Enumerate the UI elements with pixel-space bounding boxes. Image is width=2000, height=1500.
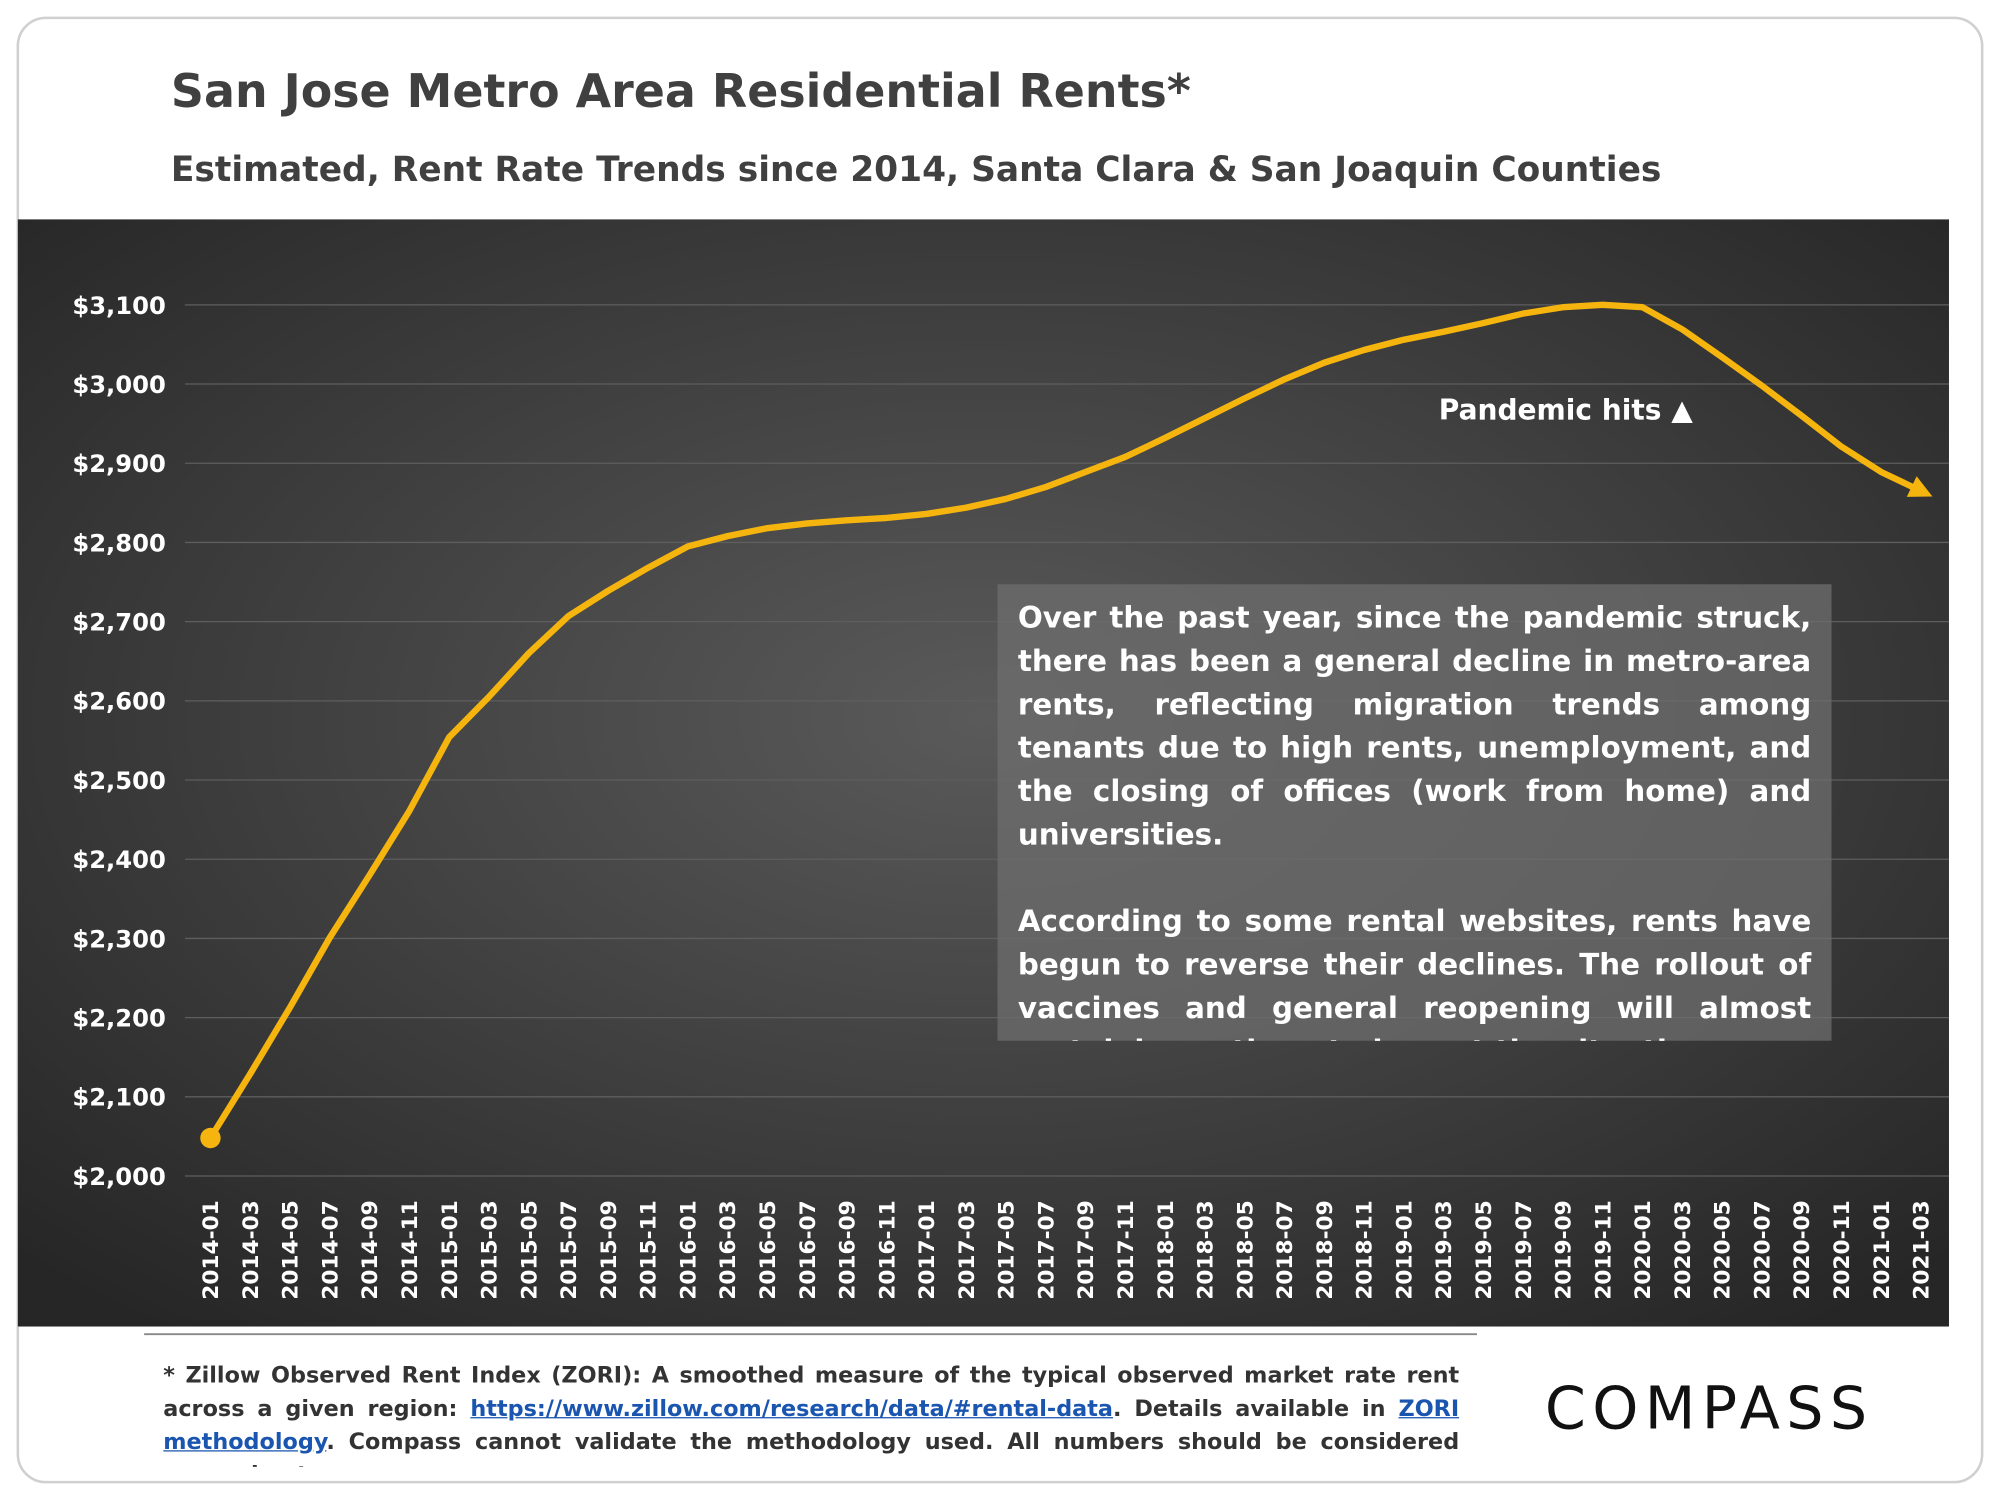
footnote-link[interactable]: ZORI methodology bbox=[163, 1396, 1460, 1456]
x-tick-label: 2020-01 bbox=[1631, 1200, 1656, 1299]
footnote: * Zillow Observed Rent Index (ZORI): A s… bbox=[163, 1360, 1459, 1467]
x-tick-label: 2016-11 bbox=[875, 1200, 900, 1299]
x-tick-label: 2015-09 bbox=[597, 1200, 622, 1299]
x-tick-label: 2019-03 bbox=[1432, 1200, 1457, 1299]
note-box: Over the past year, since the pandemic s… bbox=[997, 584, 1832, 1041]
x-tick-label: 2015-03 bbox=[478, 1200, 503, 1299]
x-tick-label: 2018-03 bbox=[1194, 1200, 1219, 1299]
x-tick-label: 2021-03 bbox=[1910, 1200, 1935, 1299]
y-tick-label: $2,300 bbox=[72, 925, 165, 953]
note-paragraph: Over the past year, since the pandemic s… bbox=[1017, 602, 1812, 853]
x-tick-label: 2019-01 bbox=[1392, 1200, 1417, 1299]
y-tick-label: $2,100 bbox=[72, 1084, 165, 1112]
x-tick-label: 2016-09 bbox=[836, 1200, 861, 1299]
x-tick-label: 2017-11 bbox=[1114, 1200, 1139, 1299]
x-tick-label: 2017-07 bbox=[1034, 1200, 1059, 1299]
chart-subtitle: Estimated, Rent Rate Trends since 2014, … bbox=[171, 150, 1662, 190]
x-tick-label: 2021-01 bbox=[1870, 1200, 1895, 1299]
footnote-text: . Details available in bbox=[1112, 1396, 1399, 1423]
x-tick-label: 2018-11 bbox=[1353, 1200, 1378, 1299]
x-tick-label: 2020-09 bbox=[1790, 1200, 1815, 1299]
x-tick-label: 2018-09 bbox=[1313, 1200, 1338, 1299]
x-tick-label: 2016-07 bbox=[796, 1200, 821, 1299]
x-tick-label: 2014-01 bbox=[199, 1200, 224, 1299]
y-tick-label: $2,000 bbox=[72, 1163, 165, 1191]
x-tick-label: 2015-05 bbox=[517, 1200, 542, 1299]
x-tick-label: 2014-07 bbox=[318, 1200, 343, 1299]
x-tick-label: 2020-11 bbox=[1830, 1200, 1855, 1299]
logo: COMPASS bbox=[1545, 1375, 1874, 1443]
x-tick-label: 2014-05 bbox=[279, 1200, 304, 1299]
y-tick-label: $2,200 bbox=[72, 1005, 165, 1033]
x-tick-label: 2016-05 bbox=[756, 1200, 781, 1299]
footnote-text: * Zillow Observed Rent Index (ZORI): A s… bbox=[163, 1363, 1460, 1423]
footnote-link[interactable]: https://www.zillow.com/research/data/#re… bbox=[470, 1396, 1113, 1423]
x-tick-label: 2019-09 bbox=[1552, 1200, 1577, 1299]
end-arrow bbox=[1906, 476, 1933, 497]
x-tick-label: 2015-01 bbox=[438, 1200, 463, 1299]
note-text: Over the past year, since the pandemic s… bbox=[1018, 597, 1811, 1041]
x-tick-label: 2014-09 bbox=[358, 1200, 383, 1299]
x-tick-label: 2019-11 bbox=[1591, 1200, 1616, 1299]
y-tick-label: $2,900 bbox=[72, 450, 165, 478]
x-tick-label: 2014-11 bbox=[398, 1200, 423, 1299]
footnote-box: * Zillow Observed Rent Index (ZORI): A s… bbox=[163, 1360, 1459, 1467]
x-tick-label: 2017-09 bbox=[1074, 1200, 1099, 1299]
x-tick-label: 2017-05 bbox=[995, 1200, 1020, 1299]
y-tick-label: $2,700 bbox=[72, 609, 165, 637]
start-marker bbox=[200, 1127, 221, 1149]
x-tick-label: 2019-05 bbox=[1472, 1200, 1497, 1299]
note-panel: Over the past year, since the pandemic s… bbox=[997, 584, 1832, 1041]
x-tick-label: 2017-03 bbox=[955, 1200, 980, 1299]
x-tick-label: 2017-01 bbox=[915, 1200, 940, 1299]
y-tick-label: $2,600 bbox=[72, 688, 165, 716]
annotation: Pandemic hits ▲ bbox=[1439, 394, 1693, 427]
y-tick-label: $2,800 bbox=[72, 529, 165, 557]
x-tick-label: 2014-03 bbox=[239, 1200, 264, 1299]
x-tick-label: 2020-03 bbox=[1671, 1200, 1696, 1299]
x-tick-label: 2019-07 bbox=[1512, 1200, 1537, 1299]
x-tick-label: 2018-07 bbox=[1273, 1200, 1298, 1299]
y-tick-label: $3,100 bbox=[72, 292, 165, 320]
x-tick-label: 2015-07 bbox=[557, 1200, 582, 1299]
x-tick-label: 2020-07 bbox=[1750, 1200, 1775, 1299]
x-tick-label: 2015-11 bbox=[637, 1200, 662, 1299]
series-line bbox=[207, 301, 1923, 1140]
x-tick-label: 2018-05 bbox=[1233, 1200, 1258, 1299]
y-tick-label: $2,400 bbox=[72, 846, 165, 874]
footnote-text: . Compass cannot validate the methodolog… bbox=[163, 1429, 1460, 1467]
x-tick-label: 2018-01 bbox=[1154, 1200, 1179, 1299]
y-tick-label: $2,500 bbox=[72, 767, 165, 795]
y-tick-label: $3,000 bbox=[72, 371, 165, 399]
x-tick-label: 2016-03 bbox=[716, 1200, 741, 1299]
x-tick-label: 2016-01 bbox=[676, 1200, 701, 1299]
x-tick-label: 2020-05 bbox=[1711, 1200, 1736, 1299]
chart-title: San Jose Metro Area Residential Rents* bbox=[171, 64, 1191, 118]
note-paragraph: According to some rental websites, rents… bbox=[1017, 905, 1812, 1041]
